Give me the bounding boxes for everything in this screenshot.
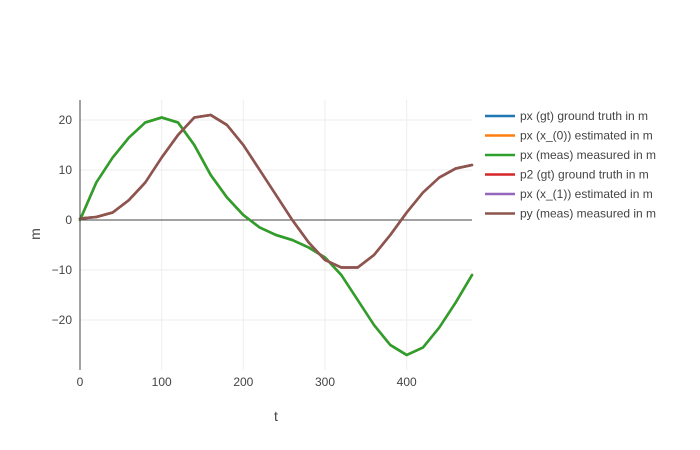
legend-label[interactable]: px (x_(1)) estimated in m (520, 187, 653, 201)
x-axis-title: t (274, 408, 278, 424)
x-tick-label: 300 (315, 375, 335, 389)
y-tick-label: 10 (59, 163, 73, 177)
axes: 0 100 200 300 400 −20 −10 0 10 20 (52, 100, 417, 389)
legend-item-5[interactable]: px (x_(1)) estimated in m (485, 187, 653, 201)
legend-label[interactable]: px (meas) measured in m (520, 148, 656, 162)
legend-label[interactable]: px (x_(0)) estimated in m (520, 129, 653, 143)
legend-label[interactable]: px (gt) ground truth in m (520, 109, 648, 123)
x-tick-label: 400 (397, 375, 417, 389)
series-line-3 (78, 116, 474, 357)
series-lines (78, 113, 474, 357)
legend[interactable]: px (gt) ground truth in m px (x_(0)) esti… (485, 109, 656, 221)
y-tick-label: 0 (65, 213, 72, 227)
legend-item-6[interactable]: py (meas) measured in m (485, 207, 656, 221)
series-line-6 (78, 113, 474, 269)
legend-label[interactable]: p2 (gt) ground truth in m (520, 168, 649, 182)
legend-item-1[interactable]: px (gt) ground truth in m (485, 109, 648, 123)
x-tick-label: 0 (77, 375, 84, 389)
x-tick-label: 200 (233, 375, 253, 389)
y-tick-label: 20 (59, 113, 73, 127)
legend-item-4[interactable]: p2 (gt) ground truth in m (485, 168, 649, 182)
y-tick-label: −10 (52, 263, 73, 277)
legend-label[interactable]: py (meas) measured in m (520, 207, 656, 221)
x-tick-label: 100 (152, 375, 172, 389)
legend-item-2[interactable]: px (x_(0)) estimated in m (485, 129, 653, 143)
y-tick-label: −20 (52, 313, 73, 327)
y-axis-title: m (27, 228, 43, 240)
legend-item-3[interactable]: px (meas) measured in m (485, 148, 656, 162)
